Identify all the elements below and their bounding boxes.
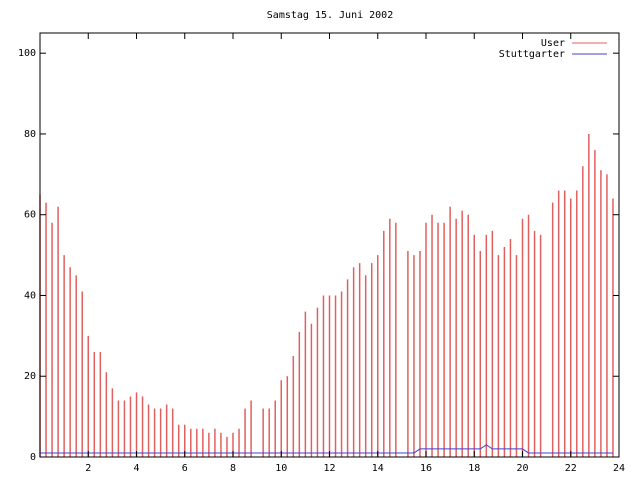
x-tick-label: 24: [613, 463, 625, 474]
y-tick-label: 20: [24, 371, 36, 382]
y-tick-label: 100: [18, 48, 36, 59]
x-tick-label: 2: [85, 463, 91, 474]
x-tick-label: 4: [133, 463, 139, 474]
legend-label: Stuttgarter: [499, 49, 565, 60]
x-tick-label: 18: [468, 463, 480, 474]
y-tick-label: 0: [30, 452, 36, 463]
x-tick-label: 8: [230, 463, 236, 474]
x-tick-label: 12: [323, 463, 335, 474]
x-tick-label: 6: [182, 463, 188, 474]
x-tick-label: 14: [372, 463, 384, 474]
y-tick-label: 80: [24, 129, 36, 140]
x-tick-label: 16: [420, 463, 432, 474]
x-tick-label: 10: [275, 463, 287, 474]
legend-label: User: [541, 38, 565, 49]
chart-title: Samstag 15. Juni 2002: [267, 10, 393, 21]
x-tick-label: 20: [516, 463, 528, 474]
series-line: [40, 444, 613, 454]
y-tick-label: 60: [24, 210, 36, 221]
y-tick-label: 40: [24, 290, 36, 301]
x-tick-label: 22: [565, 463, 577, 474]
